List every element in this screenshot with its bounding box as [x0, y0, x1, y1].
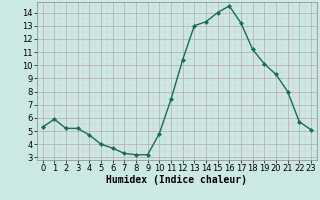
- X-axis label: Humidex (Indice chaleur): Humidex (Indice chaleur): [106, 175, 247, 185]
